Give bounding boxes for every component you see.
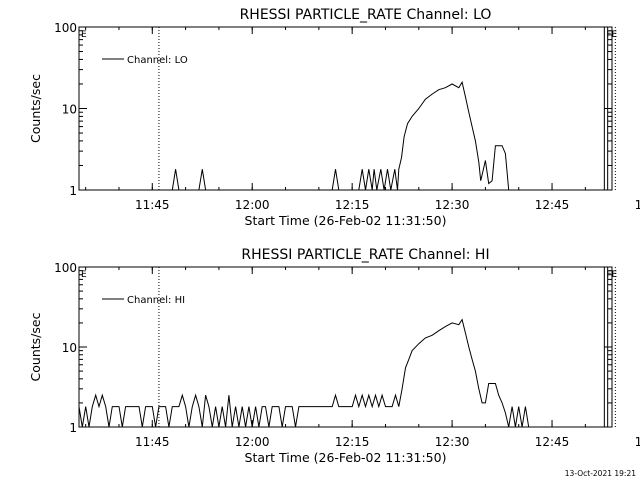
timestamp-footer: 13-Oct-2021 19:21: [565, 469, 636, 478]
chart-panel-lo: RHESSI PARTICLE_RATE Channel: LO 11:45 12:…: [28, 7, 640, 228]
x-tick-label: 13:00: [635, 198, 640, 212]
x-tick-label: 12:00: [235, 198, 270, 212]
x-tick-label: 12:45: [535, 435, 570, 449]
x-tick-label: 12:15: [335, 435, 370, 449]
marker-fe: FE: [606, 270, 617, 280]
y-tick-label: 100: [54, 21, 77, 35]
y-tick-label: 1: [69, 421, 77, 435]
chart-title: RHESSI PARTICLE_RATE Channel: LO: [240, 7, 492, 23]
y-tick-label: 1: [69, 184, 77, 198]
marker-fe: FE: [606, 30, 617, 40]
x-tick-label: 11:45: [135, 198, 170, 212]
marker-e-left: E: [81, 30, 87, 40]
legend-label: Channel: LO: [127, 55, 188, 66]
y-tick-label: 100: [54, 261, 77, 275]
y-tick-label: 10: [62, 103, 77, 117]
x-tick-label: 12:00: [235, 435, 270, 449]
chart-panel-hi: RHESSI PARTICLE_RATE Channel: HI 11:45 12:…: [28, 247, 640, 465]
x-tick-label: 12:30: [435, 435, 470, 449]
series-line: [78, 318, 530, 428]
chart-title: RHESSI PARTICLE_RATE Channel: HI: [241, 247, 489, 263]
x-tick-label: 12:15: [335, 198, 370, 212]
y-axis-label: Counts/sec: [28, 312, 43, 381]
x-tick-label: 11:45: [135, 435, 170, 449]
marker-e-left: E: [81, 270, 87, 280]
series-line: [79, 80, 510, 191]
legend-label: Channel: HI: [127, 295, 185, 306]
x-tick-label: 12:45: [535, 198, 570, 212]
x-axis-label: Start Time (26-Feb-02 11:31:50): [245, 450, 447, 465]
y-tick-label: 10: [62, 341, 77, 355]
x-tick-label: 13:00: [635, 435, 640, 449]
x-tick-label: 12:30: [435, 198, 470, 212]
y-axis-label: Counts/sec: [28, 74, 43, 143]
x-axis-label: Start Time (26-Feb-02 11:31:50): [245, 213, 447, 228]
